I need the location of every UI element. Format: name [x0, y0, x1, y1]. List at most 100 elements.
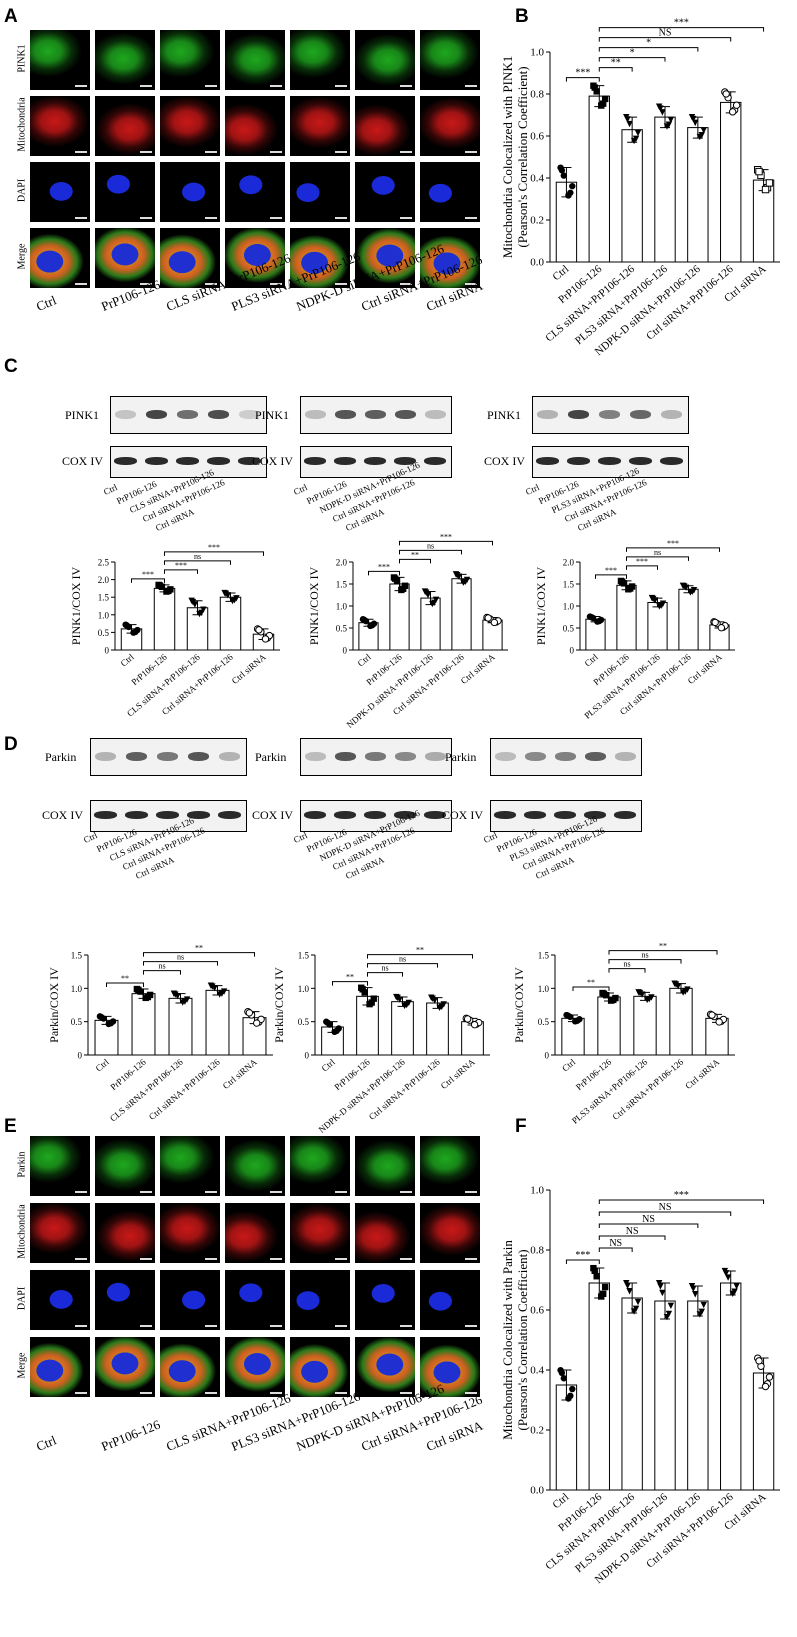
- loading-band: [237, 457, 262, 465]
- bar-ctrl: [561, 1017, 585, 1056]
- bar-prp106-126: [616, 584, 637, 651]
- scale-bar: [205, 1325, 217, 1327]
- scale-bar: [140, 217, 152, 219]
- y-tick-label: 0.4: [530, 1365, 544, 1377]
- data-point: [436, 1004, 443, 1011]
- data-point: [565, 1395, 572, 1402]
- panelE-micrograph-dapi-4: [290, 1270, 350, 1330]
- panel-letter-b: B: [515, 6, 529, 27]
- data-point: [360, 616, 368, 624]
- data-point: [591, 84, 598, 91]
- panel-letter-c: C: [4, 356, 18, 377]
- significance-label: **: [659, 942, 667, 951]
- protein-band: [304, 752, 326, 761]
- significance-label: **: [587, 978, 595, 987]
- significance-label: *: [646, 38, 651, 49]
- y-tick-label: 0: [305, 1051, 310, 1061]
- scale-bar: [140, 283, 152, 285]
- data-point: [696, 1311, 704, 1318]
- x-tick-label: Ctrl siRNA: [221, 1057, 259, 1092]
- significance-bracket: [598, 1235, 666, 1240]
- y-tick-label: 1.5: [538, 951, 550, 961]
- scale-bar: [335, 283, 347, 285]
- significance-label: ns: [194, 552, 201, 561]
- data-point: [245, 1009, 254, 1017]
- data-point: [761, 185, 770, 194]
- bar-ctrl-sirna-prp106-126: [205, 989, 230, 1056]
- loading-band: [628, 457, 653, 465]
- data-point: [717, 623, 726, 632]
- bar-cls-sirna-prp106-126: [621, 1297, 643, 1491]
- loading-band: [206, 457, 231, 465]
- data-point: [648, 994, 655, 1001]
- significance-label: NS: [626, 1226, 639, 1237]
- data-point: [684, 986, 691, 993]
- scale-bar: [205, 85, 217, 87]
- scale-bar: [205, 217, 217, 219]
- panelA-row-label-pink1: PINK1: [16, 44, 28, 73]
- bar-ctrl-sirna: [752, 1372, 775, 1491]
- scale-bar: [75, 151, 87, 153]
- loading-band: [144, 457, 169, 465]
- bar-pls3-sirna-prp106-126: [633, 995, 657, 1056]
- significance-label: **: [121, 974, 129, 983]
- significance-bracket: [399, 558, 431, 564]
- scale-bar: [140, 151, 152, 153]
- significance-bracket: [598, 47, 699, 52]
- y-tick-label: 1.0: [98, 610, 110, 620]
- protein-band: [187, 752, 210, 761]
- significance-bracket: [106, 982, 144, 987]
- scale-bar: [205, 1258, 217, 1260]
- significance-bracket: [626, 556, 689, 561]
- scale-bar: [140, 1325, 152, 1327]
- y-tick-label: 2.5: [98, 558, 110, 568]
- data-point: [422, 589, 430, 596]
- significance-label: **: [611, 58, 621, 69]
- blotsC-protein-label-2: PINK1: [487, 408, 522, 422]
- significance-bracket: [367, 963, 438, 968]
- significance-bracket: [399, 540, 493, 546]
- data-point: [722, 90, 730, 98]
- panelE-row-label-merge: Merge: [16, 1352, 28, 1379]
- scale-bar: [270, 1191, 282, 1193]
- bar-ctrl-sirna-prp106-126: [720, 1282, 742, 1491]
- data-point: [135, 986, 142, 994]
- x-tick-label: Ctrl: [119, 652, 137, 669]
- y-tick-label: 0: [545, 1051, 550, 1061]
- data-point: [761, 1382, 770, 1391]
- data-point: [628, 583, 636, 590]
- data-point: [630, 137, 638, 145]
- significance-label: NS: [659, 1202, 672, 1213]
- y-axis-label: Parkin/COX IV: [47, 967, 61, 1043]
- data-point: [463, 576, 471, 584]
- data-point: [636, 989, 644, 997]
- protein-band: [554, 752, 576, 761]
- panelE-micrograph-parkin-1: [95, 1136, 155, 1196]
- y-axis-label: PINK1/COX IV: [534, 567, 548, 646]
- data-point: [598, 102, 605, 109]
- y-tick-label: 1.5: [98, 593, 110, 603]
- y-tick-label: 0.5: [98, 628, 110, 638]
- loading-band: [423, 811, 447, 819]
- loading-band: [363, 811, 387, 819]
- scale-bar: [465, 1325, 477, 1327]
- scale-bar: [75, 1258, 87, 1260]
- loading-band: [597, 457, 622, 465]
- data-point: [370, 995, 377, 1002]
- y-tick-label: 0.5: [298, 1017, 310, 1027]
- blotsD-loading-label-2: COX IV: [442, 808, 483, 822]
- data-point: [659, 1289, 666, 1297]
- panelA-micrograph-pink1-2: [160, 30, 220, 90]
- x-tick-label: Ctrl siRNA+PrP106-126: [147, 1057, 222, 1122]
- significance-label: **: [346, 973, 354, 982]
- protein-band: [334, 752, 356, 761]
- scale-bar: [205, 1191, 217, 1193]
- protein-band: [424, 752, 446, 761]
- significance-bracket: [595, 574, 627, 579]
- panelA-micrograph-mitochondria-4: [290, 96, 350, 156]
- bar-ctrl-sirna-prp106-126: [426, 1002, 449, 1056]
- panelA-micrograph-mitochondria-3: [225, 96, 285, 156]
- protein-band: [524, 752, 546, 761]
- scale-bar: [335, 217, 347, 219]
- y-tick-label: 1.0: [336, 602, 348, 612]
